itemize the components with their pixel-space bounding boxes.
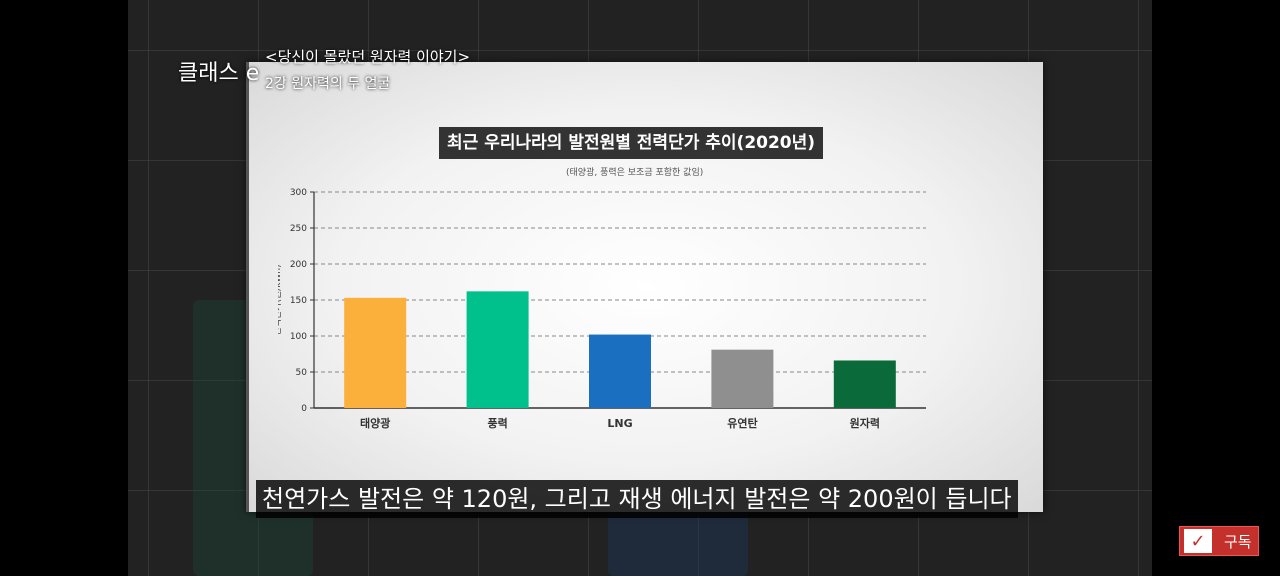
lecture-title: <당신이 몰랐던 원자력 이야기>: [265, 48, 471, 66]
x-tick-label: 태양광: [360, 416, 390, 430]
y-tick-label: 250: [290, 224, 307, 234]
lecture-subtitle: 2강 원자력의 두 얼굴: [265, 76, 391, 92]
bar: [711, 349, 774, 408]
brand-logo: 클래스 e: [178, 61, 260, 86]
checkmark-icon: ✓: [1184, 529, 1212, 553]
video-caption: 천연가스 발전은 약 120원, 그리고 재생 에너지 발전은 약 200원이 …: [256, 480, 1018, 518]
x-tick-label: 원자력: [850, 416, 880, 430]
subscribe-label: 구독: [1224, 532, 1252, 551]
bar: [589, 334, 651, 408]
chart-title: 최근 우리나라의 발전원별 전력단가 추이(2020년): [439, 127, 824, 159]
bar: [833, 360, 896, 408]
video-player[interactable]: 클래스 e <당신이 몰랐던 원자력 이야기> 2강 원자력의 두 얼굴 최근 …: [128, 0, 1152, 576]
chart-subtitle: (태양광, 풍력은 보조금 포함한 값임): [566, 168, 704, 178]
y-tick-label: 0: [301, 404, 307, 414]
y-axis-label: 전력단가(원/kWh): [278, 264, 283, 335]
bar-chart: 0 50 100 150 200 250 300 전력단가(원/kWh) 태양광 풍력 LNG 유연탄…: [278, 188, 926, 430]
bar: [466, 291, 529, 408]
subscribe-button[interactable]: ✓ 구독: [1179, 526, 1259, 556]
y-tick-label: 150: [290, 296, 307, 306]
x-tick-label: LNG: [607, 417, 632, 430]
x-tick-label: 풍력: [487, 417, 507, 430]
y-tick-label: 100: [290, 332, 307, 342]
y-tick-label: 200: [290, 260, 307, 270]
x-tick-label: 유연탄: [727, 416, 757, 430]
y-tick-label: 50: [296, 368, 308, 378]
y-tick-label: 300: [290, 188, 307, 198]
bar: [344, 297, 407, 408]
background-shape: [608, 510, 748, 576]
